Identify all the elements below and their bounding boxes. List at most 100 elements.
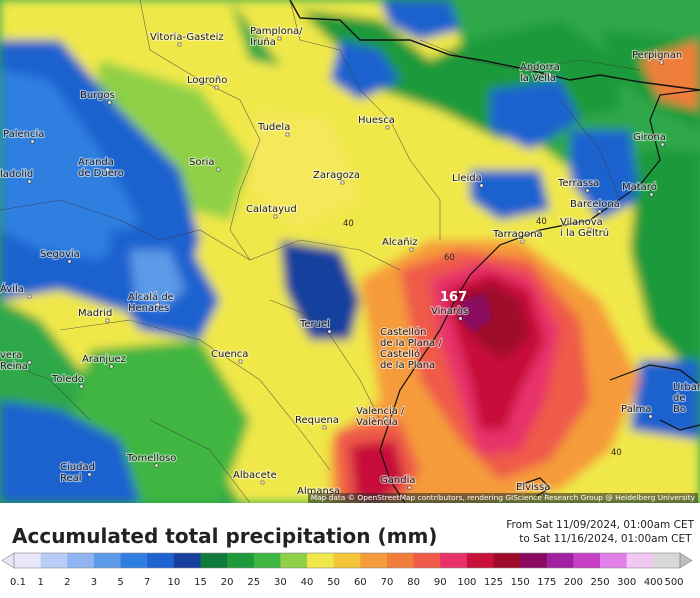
legend-tick-label: 90	[433, 577, 447, 588]
city-dot	[87, 472, 92, 477]
legend-color-swatch	[573, 553, 601, 568]
city-name: Zaragoza	[313, 170, 360, 181]
city-name-halo: vera	[0, 350, 22, 361]
city-dot	[407, 485, 412, 490]
legend-color-swatch	[333, 553, 361, 568]
city-name-halo: Ávila	[0, 282, 24, 295]
legend-tick-label: 10	[167, 577, 181, 588]
contour-value-label: 40	[611, 448, 622, 458]
legend-color-swatch	[173, 553, 201, 568]
city-name: Castellón	[380, 326, 426, 338]
city-dot	[105, 167, 110, 172]
legend-tick-label: 500	[664, 577, 684, 588]
legend-color-swatch	[200, 553, 228, 568]
city-dot	[587, 227, 592, 232]
city-name-halo: Aranjuez	[82, 354, 126, 365]
city-dot	[520, 239, 525, 244]
city-name: de	[673, 393, 686, 404]
legend-tick-label: 60	[353, 577, 367, 588]
city-name: ladolid	[0, 169, 33, 180]
city-name: de la Plana /	[380, 338, 442, 349]
city-label: UrbanUrbandedeBoBo	[672, 381, 700, 416]
city-name: Gandia	[380, 475, 415, 486]
city-name: Lleida	[452, 173, 482, 184]
legend-color-swatch	[120, 553, 148, 568]
legend-time-from: From Sat 11/09/2024, 01:00am CET	[506, 519, 694, 531]
city-dot	[385, 125, 390, 130]
city-dot	[154, 463, 159, 468]
city-dot	[27, 179, 32, 184]
city-name-halo: Tarragona	[492, 229, 543, 240]
city-name: Barcelona	[570, 199, 620, 210]
city-name: Perpignan	[632, 50, 682, 61]
city-name: Tarragona	[492, 229, 543, 240]
city-name: Calatayud	[246, 204, 297, 215]
city-dot	[177, 42, 182, 47]
legend-tick-label: 3	[90, 577, 98, 588]
city-name-halo: Logroño	[187, 75, 227, 86]
city-dot	[155, 302, 160, 307]
city-name-halo: Albacete	[233, 470, 277, 481]
city-name: Palma	[621, 404, 651, 415]
city-name: Iruña	[250, 37, 276, 48]
city-name: Vilanova	[560, 217, 603, 228]
city-name: Aranjuez	[82, 354, 126, 365]
legend-color-swatch	[307, 553, 335, 568]
city-name-halo: Madrid	[78, 308, 112, 319]
city-dot	[648, 414, 653, 419]
city-name: València	[356, 416, 398, 428]
city-dot	[458, 316, 463, 321]
city-name-halo: Palma	[621, 404, 651, 415]
legend-tick-label: 175	[537, 577, 557, 588]
legend-tick-label: 50	[327, 577, 341, 588]
city-name: Real	[60, 473, 82, 484]
legend-color-swatch	[626, 553, 654, 568]
max-precip-marker: 167	[440, 290, 467, 305]
city-name: Almansa	[297, 486, 340, 497]
legend-tick-label: 300	[617, 577, 637, 588]
precipitation-map[interactable]: Vitoria-Gasteiz Vitoria-Gasteiz Pamplona/P…	[0, 0, 700, 503]
legend-ticks: 0.1 1 2 3 5 7 10 15 20 25 30 40 50 60 70 80 90 100 125 150 1…	[0, 575, 700, 595]
legend-tick-label: 200	[563, 577, 583, 588]
city-name-halo: i la Geltrú	[560, 227, 609, 239]
city-name-halo: Aranda	[78, 157, 114, 168]
city-name-halo: Teruel	[299, 319, 330, 330]
legend-arrow-low	[1, 552, 15, 569]
city-name: Palencia	[3, 129, 44, 140]
city-dot	[107, 100, 112, 105]
contour-labels: 40 60 40 40	[343, 217, 622, 458]
city-name-halo: Lleida	[452, 173, 482, 184]
city-name-halo: Castellón	[380, 326, 426, 338]
city-name: Andorra	[520, 62, 560, 73]
city-name-halo: Huesca	[358, 115, 395, 126]
city-name: Tomelloso	[126, 453, 176, 464]
max-precip-value: 167	[440, 290, 467, 305]
legend-time-range: From Sat 11/09/2024, 01:00am CET to Sat …	[506, 518, 694, 546]
legend-title: Accumulated total precipitation (mm)	[12, 524, 438, 548]
city-dot	[659, 60, 664, 65]
city-name-halo: Andorra	[520, 62, 560, 73]
city-name: Girona	[633, 132, 666, 143]
legend-panel	[0, 503, 700, 598]
city-name-halo: Mataró	[622, 181, 657, 193]
city-name: Eivissa	[516, 482, 550, 493]
city-name-halo: Vilanova	[560, 217, 603, 228]
legend-tick-label: 30	[274, 577, 287, 588]
city-name: Aranda	[78, 157, 114, 168]
